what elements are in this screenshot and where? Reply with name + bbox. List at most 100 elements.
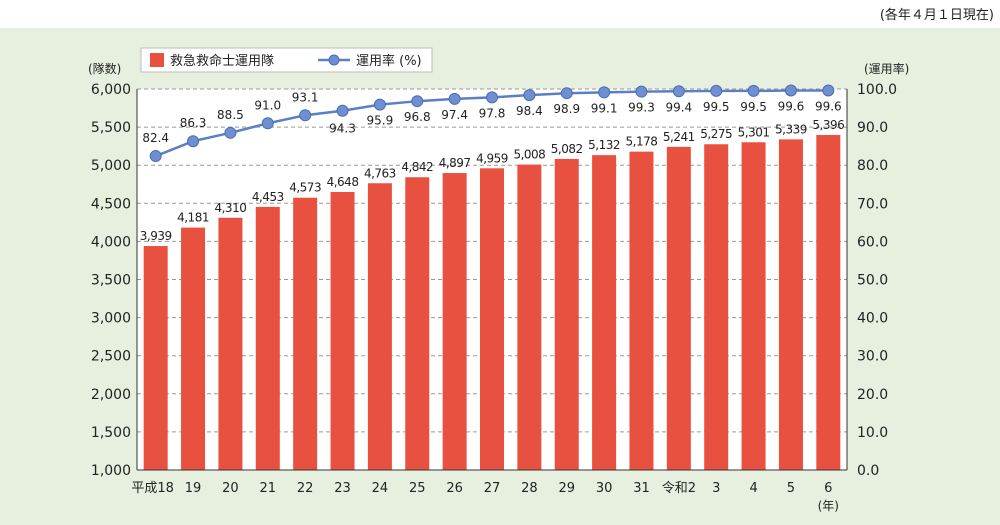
bar [255,206,280,470]
left-tick-label: 5,500 [91,120,131,136]
bar [143,246,168,470]
rate-marker [710,84,723,97]
rate-marker [299,109,312,122]
left-tick-label: 4,000 [91,234,131,250]
bar [592,155,617,470]
rate-value-label: 97.8 [479,106,506,120]
bar [666,146,691,470]
x-tick-label: 24 [372,481,389,496]
legend-box [140,47,433,73]
rate-marker [448,92,461,105]
x-tick-label: 25 [409,481,426,496]
rate-marker [747,84,760,97]
bar-value-label: 4,842 [401,160,433,174]
x-tick-label: 3 [712,481,720,496]
x-tick-label: 31 [633,481,650,496]
rate-marker [373,98,386,111]
bar-value-label: 5,301 [738,125,770,139]
rate-value-label: 82.4 [142,131,169,145]
rate-marker [149,150,162,163]
rate-value-label: 99.6 [778,100,805,114]
left-tick-label: 5,000 [91,158,131,174]
x-tick-label: 27 [484,481,501,496]
right-tick-label: 90.0 [857,120,888,136]
right-tick-label: 0.0 [857,463,879,479]
x-tick-label: 平成18 [131,481,174,496]
bar [442,173,467,471]
bar-value-label: 4,181 [177,211,209,225]
x-tick-label: 26 [446,481,463,496]
left-axis-label: (隊数) [88,61,121,76]
rate-marker [560,87,573,100]
rate-marker [822,84,835,97]
rate-value-label: 94.3 [329,122,356,136]
bar-value-label: 5,241 [663,130,695,144]
x-tick-label: 6 [824,481,832,496]
x-tick-label: 23 [334,481,351,496]
x-tick-label: 30 [596,481,613,496]
right-tick-label: 100.0 [857,82,897,98]
bar-value-label: 5,339 [775,122,807,136]
rate-marker [635,85,648,98]
left-tick-label: 1,000 [91,463,131,479]
left-tick-label: 3,000 [91,311,131,327]
rate-marker [784,84,797,97]
left-tick-label: 2,500 [91,349,131,365]
rate-value-label: 98.9 [553,102,580,116]
rate-marker [261,117,274,130]
bar [405,177,430,470]
bar-value-label: 4,453 [252,190,284,204]
bar-value-label: 4,310 [214,201,246,215]
date-note: (各年４月１日現在) [879,8,994,23]
bar-value-label: 5,178 [626,135,658,149]
rate-value-label: 96.8 [404,110,431,124]
rate-value-label: 99.5 [703,100,730,114]
left-tick-label: 3,500 [91,273,131,289]
bar [741,142,766,470]
left-tick-label: 4,500 [91,196,131,212]
bar [367,183,392,470]
x-tick-label: 19 [185,481,202,496]
bar-value-label: 5,132 [588,138,620,152]
rate-value-label: 88.5 [217,108,244,122]
rate-value-label: 99.4 [665,100,692,114]
bar-value-label: 3,939 [140,229,172,243]
x-tick-label: 29 [558,481,575,496]
bar-value-label: 5,008 [513,148,545,162]
bar [554,158,579,470]
bar [704,144,729,470]
rate-value-label: 99.5 [740,100,767,114]
right-tick-label: 40.0 [857,311,888,327]
bar [181,227,206,470]
bar [816,135,841,471]
bar-value-label: 4,959 [476,151,508,165]
x-tick-label: 令和2 [662,481,696,496]
x-tick-label: 28 [521,481,538,496]
bar-value-label: 4,573 [289,181,321,195]
rate-value-label: 98.4 [516,104,543,118]
right-tick-label: 20.0 [857,387,888,403]
x-tick-label: 5 [787,481,795,496]
bar-value-label: 5,275 [700,127,732,141]
rate-marker [523,89,536,102]
rate-marker [486,91,498,104]
rate-marker [187,135,200,148]
rate-value-label: 91.0 [254,98,281,112]
bar-value-label: 4,763 [364,166,396,180]
x-axis-unit: (年) [818,499,839,513]
left-tick-label: 1,500 [91,425,131,441]
rate-value-label: 95.9 [367,114,394,128]
rate-marker [672,85,685,98]
bar [330,192,355,470]
rate-value-label: 99.3 [628,101,655,115]
x-tick-label: 20 [222,481,239,496]
legend-bar-swatch [150,53,164,67]
bar [293,197,318,470]
bar [629,151,654,470]
rate-marker [336,104,349,117]
bar [218,217,243,470]
x-tick-label: 4 [749,481,757,496]
legend-line-marker [328,54,340,66]
